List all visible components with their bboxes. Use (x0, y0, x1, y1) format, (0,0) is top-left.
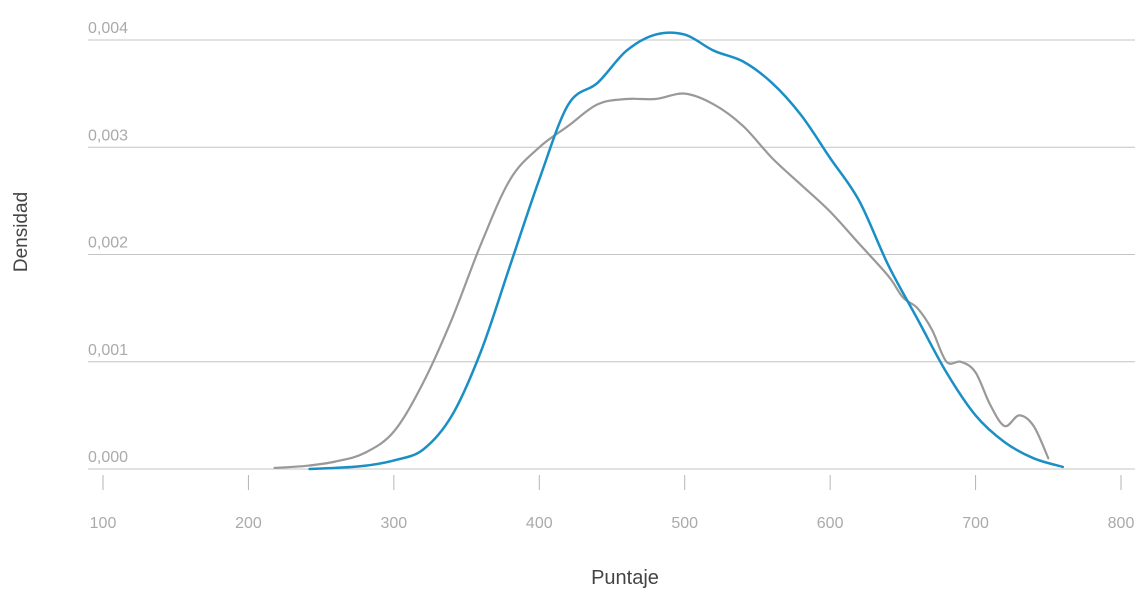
y-tick-label-4: 0,004 (88, 20, 128, 37)
y-tick-label-2: 0,002 (88, 235, 128, 252)
y-tick-label-3: 0,003 (88, 127, 128, 144)
grid-lines (88, 39, 1135, 470)
x-tick-label-7: 800 (1108, 515, 1135, 532)
x-tick-label-5: 600 (817, 515, 844, 532)
x-tick-label-4: 500 (671, 515, 698, 532)
x-tick-label-0: 100 (90, 515, 117, 532)
x-tick-label-3: 400 (526, 515, 553, 532)
y-axis-label: Densidad (11, 191, 32, 273)
series-line-0 (273, 92, 1050, 469)
x-tick-label-1: 200 (235, 515, 262, 532)
x-axis-label: Puntaje (591, 567, 659, 589)
y-tick-label-0: 0,000 (88, 449, 128, 466)
x-tick-label-6: 700 (962, 515, 989, 532)
series-lines (273, 31, 1065, 471)
x-axis-ticks: 100 200 300 400 500 600 700 800 (90, 475, 1135, 532)
y-tick-label-1: 0,001 (88, 342, 128, 359)
x-tick-label-2: 300 (381, 515, 408, 532)
series-line-1 (308, 31, 1065, 471)
y-tick-labels: 0,000 0,001 0,002 0,003 0,004 (88, 20, 128, 466)
